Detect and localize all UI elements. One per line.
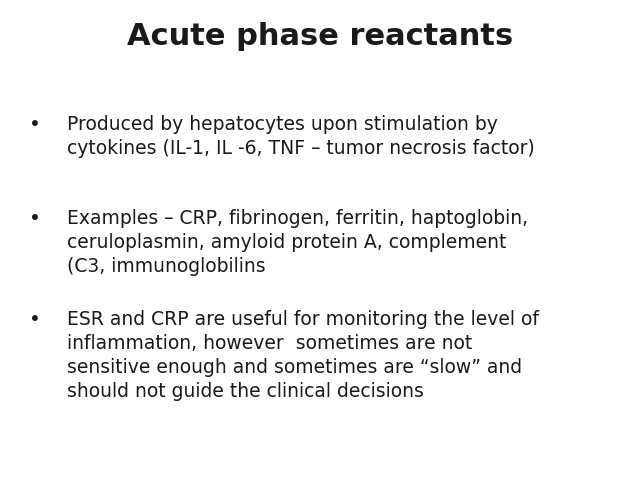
Text: ESR and CRP are useful for monitoring the level of
inflammation, however  someti: ESR and CRP are useful for monitoring th… — [67, 310, 539, 401]
Text: Acute phase reactants: Acute phase reactants — [127, 22, 513, 50]
Text: •: • — [29, 209, 41, 228]
Text: •: • — [29, 310, 41, 329]
Text: Produced by hepatocytes upon stimulation by
cytokines (IL-1, IL -6, TNF – tumor : Produced by hepatocytes upon stimulation… — [67, 115, 535, 158]
Text: Examples – CRP, fibrinogen, ferritin, haptoglobin,
ceruloplasmin, amyloid protei: Examples – CRP, fibrinogen, ferritin, ha… — [67, 209, 529, 276]
Text: •: • — [29, 115, 41, 134]
